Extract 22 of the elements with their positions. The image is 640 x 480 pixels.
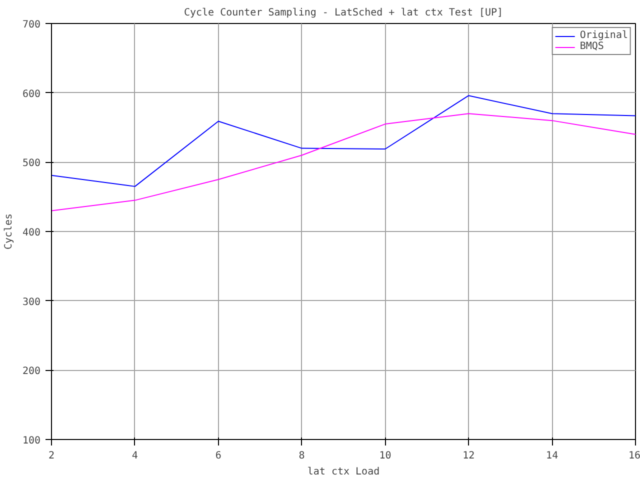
x-tick-label: 4 [132,450,138,462]
x-tick-label: 12 [462,450,475,462]
x-tick-label: 6 [215,450,222,462]
chart-title: Cycle Counter Sampling - LatSched + lat ctx Test [UP] [184,8,504,18]
y-tick-label: 100 [22,436,40,446]
line-series [52,113,636,212]
legend-label: BMQS [580,41,604,52]
x-tick-label: 10 [379,450,392,462]
y-tick-label: 700 [22,20,40,30]
y-axis-title: Cycles [3,213,14,250]
y-tick-label: 500 [22,158,40,170]
x-axis-title: lat ctx Load [307,466,380,478]
line-series [52,95,636,187]
y-tick-label: 200 [22,366,40,378]
x-tick-label: 8 [298,450,305,462]
x-tick-label: 14 [546,450,558,462]
legend-label: Original [580,30,628,41]
y-tick-label: 600 [22,88,40,100]
x-tick-label: 2 [48,450,55,462]
x-tick-label: 16 [628,450,640,462]
y-tick-label: 300 [22,296,40,308]
y-tick-label: 400 [22,228,40,238]
